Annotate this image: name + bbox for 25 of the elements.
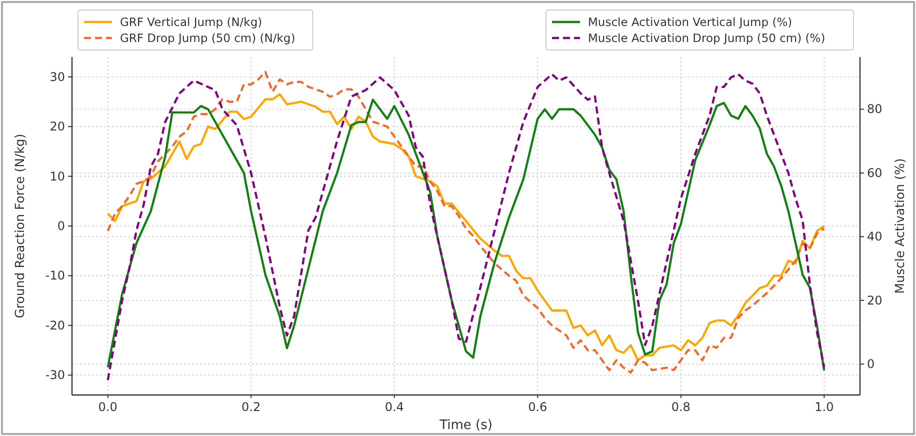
y2-tick-label: 0 (867, 357, 875, 372)
x-tick-label: 0.4 (384, 400, 404, 414)
y2-axis-title: Muscle Activation (%) (892, 158, 907, 294)
y2-tick-label: 40 (867, 230, 882, 244)
legend-label: Muscle Activation Vertical Jump (%) (588, 15, 792, 29)
x-axis-title: Time (s) (438, 418, 492, 433)
y-tick-label: 30 (50, 70, 65, 84)
y2-tick-label: 60 (867, 166, 882, 180)
x-tick-label: 0.0 (98, 400, 118, 414)
y2-tick-label: 80 (867, 102, 882, 116)
y-axis-title: Ground Reaction Force (N/kg) (12, 134, 27, 318)
y-tick-label: 0 (57, 219, 65, 233)
y-tick-label: 20 (50, 120, 65, 134)
x-tick-label: 0.6 (528, 400, 548, 414)
y-tick-label: -30 (45, 368, 65, 382)
x-tick-label: 1.0 (814, 400, 834, 414)
y-tick-label: 10 (50, 169, 65, 184)
legend-label: GRF Vertical Jump (N/kg) (120, 15, 262, 29)
y-tick-label: -10 (45, 268, 65, 283)
legend-label: Muscle Activation Drop Jump (50 cm) (%) (588, 31, 826, 45)
y-tick-label: -20 (45, 318, 65, 332)
y2-tick-label: 20 (867, 293, 882, 308)
x-tick-label: 0.8 (671, 400, 690, 414)
legend-label: GRF Drop Jump (50 cm) (N/kg) (120, 31, 296, 45)
x-tick-label: 0.2 (242, 400, 261, 414)
